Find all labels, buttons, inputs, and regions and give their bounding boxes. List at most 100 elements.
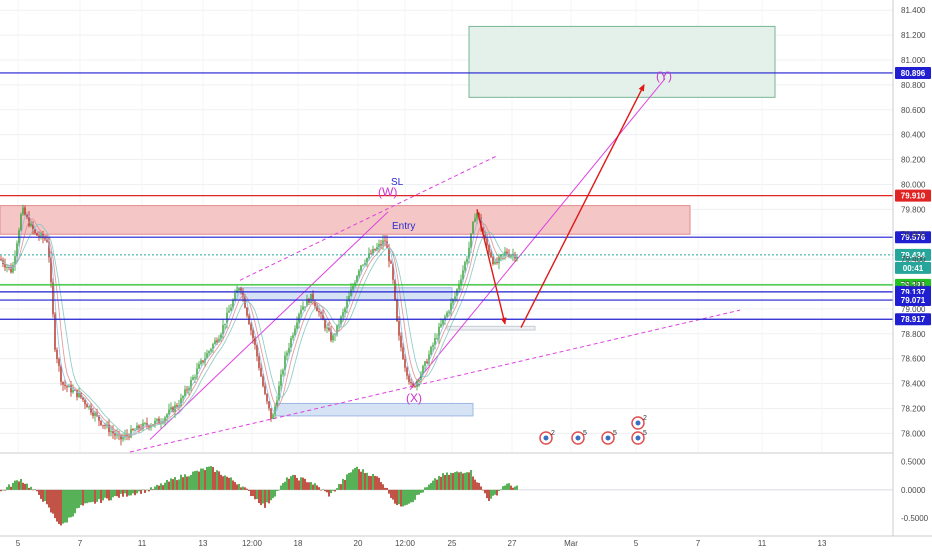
price-tick-label: 78.800 (901, 330, 926, 339)
oscillator-bar (218, 471, 220, 490)
candle-body (394, 279, 396, 300)
oscillator-bar (452, 473, 454, 490)
oscillator-bar (46, 489, 48, 505)
stop-loss-label: SL (391, 177, 404, 188)
candle-body (24, 207, 26, 215)
oscillator-bar (278, 489, 280, 491)
candle-body (86, 404, 88, 408)
oscillator-bar (230, 477, 232, 490)
candle-body (98, 415, 100, 421)
price-tick-label: 78.000 (901, 429, 926, 438)
price-tick-label: 81.200 (901, 31, 926, 40)
oscillator-bar (260, 489, 262, 506)
oscillator-bar (114, 489, 116, 497)
oscillator-bar (374, 475, 376, 490)
arrow-down (476, 209, 507, 325)
oscillator-bar (202, 468, 204, 490)
oscillator-bar (508, 483, 510, 490)
time-tick-label: 7 (696, 539, 701, 548)
candle-body (26, 214, 28, 217)
oscillator-bar (226, 476, 228, 490)
candle-body (476, 213, 478, 219)
time-tick-label: 5 (16, 539, 21, 548)
candle-body (144, 423, 146, 424)
oscillator-bar (324, 489, 326, 492)
oscillator-bar (458, 472, 460, 490)
channel-line-dashed-bottom (129, 309, 741, 453)
candle-body (372, 248, 374, 254)
candle-body (470, 233, 472, 248)
oscillator-bar (416, 489, 418, 495)
oscillator-bar (370, 476, 372, 490)
candle-body (154, 420, 156, 425)
oscillator-bar (326, 489, 328, 493)
oscillator-bar (96, 489, 98, 502)
oscillator-bar (240, 487, 242, 490)
time-tick-label: 5 (634, 539, 639, 548)
candle-body (132, 429, 134, 431)
wave-w-label: (W) (378, 185, 397, 199)
oscillator-bar (262, 489, 264, 504)
oscillator-tick-label: 0.0000 (901, 486, 926, 495)
candle-body (168, 409, 170, 415)
time-tick-label: 27 (508, 539, 517, 548)
level-price-text: 80.896 (901, 69, 926, 78)
oscillator-bar (496, 489, 498, 496)
candle-body (494, 261, 496, 264)
oscillator-bar (398, 489, 400, 505)
candle-body (8, 267, 10, 268)
oscillator-bar (460, 471, 462, 490)
oscillator-bar (206, 466, 208, 490)
candle-body (234, 293, 236, 301)
candle-body (14, 256, 16, 265)
oscillator-bar (510, 485, 512, 490)
oscillator-bar (90, 489, 92, 503)
candle-body (356, 275, 358, 283)
oscillator-bar (58, 489, 60, 524)
candle-body (490, 252, 492, 258)
candle-body (440, 324, 442, 327)
candle-body (330, 330, 332, 341)
candle-body (400, 335, 402, 348)
oscillator-bar (220, 474, 222, 490)
candle-body (262, 376, 264, 387)
candle-body (114, 433, 116, 436)
candle-body (214, 340, 216, 345)
candle-body (56, 349, 58, 360)
oscillator-bar (476, 482, 478, 490)
oscillator-bar (164, 482, 166, 490)
ma-fast (0, 212, 518, 438)
candle-body (510, 255, 512, 257)
oscillator-bar (246, 488, 248, 490)
candle-body (232, 300, 234, 308)
price-tick-label: 80.800 (901, 81, 926, 90)
candle-body (444, 316, 446, 320)
candle-body (38, 235, 40, 237)
oscillator-bar (338, 484, 340, 490)
candle-body (188, 388, 190, 391)
oscillator-bar (334, 489, 336, 492)
candle-body (338, 324, 340, 326)
oscillator-bar (232, 480, 234, 490)
candle-body (44, 238, 46, 240)
candle-body (16, 243, 18, 257)
oscillator-bar (504, 485, 506, 490)
candle-body (310, 293, 312, 304)
oscillator-bar (436, 479, 438, 490)
event-icon-dot (543, 435, 549, 441)
oscillator-bar (438, 476, 440, 490)
candle-body (112, 431, 114, 434)
oscillator-bar (368, 475, 370, 490)
candle-body (446, 312, 448, 317)
candle-body (468, 247, 470, 259)
level-price-text: 79.193 (901, 281, 926, 290)
candle-body (246, 307, 248, 316)
oscillator-bar (462, 473, 464, 490)
candle-body (268, 401, 270, 409)
oscillator-bar (494, 489, 496, 495)
candle-body (198, 364, 200, 369)
candle-body (226, 312, 228, 324)
oscillator-bar (390, 489, 392, 498)
oscillator-bar (10, 486, 12, 490)
